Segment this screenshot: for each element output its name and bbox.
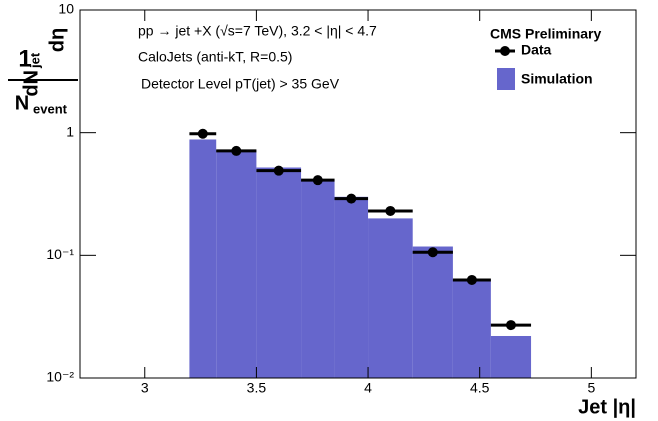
legend-label: Simulation <box>521 71 593 87</box>
bar <box>301 180 335 378</box>
annotation: Detector Level pT(jet) > 35 GeV <box>141 76 340 92</box>
bar <box>216 150 257 378</box>
y-label-part: 1 <box>18 45 31 72</box>
x-tick-label: 3 <box>141 380 149 396</box>
marker <box>273 165 284 176</box>
y-tick-label: 10⁻² <box>46 369 74 385</box>
marker <box>385 205 396 216</box>
x-tick-label: 5 <box>587 380 595 396</box>
bar <box>256 167 302 378</box>
annotation: CaloJets (anti-kT, R=0.5) <box>138 49 292 65</box>
marker <box>427 247 438 258</box>
y-label: 1 N event <box>8 45 78 116</box>
marker <box>231 145 242 156</box>
legend-swatch <box>500 46 510 56</box>
marker <box>466 274 477 285</box>
data-point <box>368 205 413 216</box>
y-label-part: event <box>33 101 68 116</box>
legend-header: CMS Preliminary <box>490 26 601 42</box>
marker <box>312 175 323 186</box>
marker <box>505 320 516 331</box>
data-point <box>412 247 453 258</box>
annotation: pp → jet +X (√s=7 TeV), 3.2 < |η| < 4.7 <box>138 23 377 39</box>
y-label-part: jet <box>27 52 42 69</box>
data-point <box>216 145 257 156</box>
marker <box>346 193 357 204</box>
data-point <box>452 274 491 285</box>
bar <box>452 279 491 378</box>
data-point <box>490 320 532 331</box>
bar <box>334 196 369 378</box>
bar <box>368 218 413 378</box>
y-tick-label: 10 <box>58 1 74 17</box>
y-label-right: dN jet dη <box>20 28 68 97</box>
x-tick-label: 4.5 <box>470 380 490 396</box>
x-tick-label: 4 <box>364 380 372 396</box>
data-point <box>301 175 335 186</box>
x-tick-label: 3.5 <box>247 380 267 396</box>
x-label: Jet |η| <box>578 396 636 418</box>
marker <box>197 128 208 139</box>
legend-swatch <box>497 68 515 90</box>
y-label-part: dN <box>20 70 42 97</box>
legend-label: Data <box>521 42 552 58</box>
bar <box>490 335 532 378</box>
plot-frame <box>79 9 637 379</box>
data-point <box>189 128 217 139</box>
data-point <box>256 165 302 176</box>
y-tick-label: 10⁻¹ <box>46 246 74 262</box>
y-label-part: dη <box>46 28 68 52</box>
y-label-part: N <box>15 92 29 114</box>
bar <box>189 139 217 378</box>
bar <box>412 246 453 378</box>
data-point <box>334 193 369 204</box>
y-tick-label: 1 <box>66 123 74 139</box>
